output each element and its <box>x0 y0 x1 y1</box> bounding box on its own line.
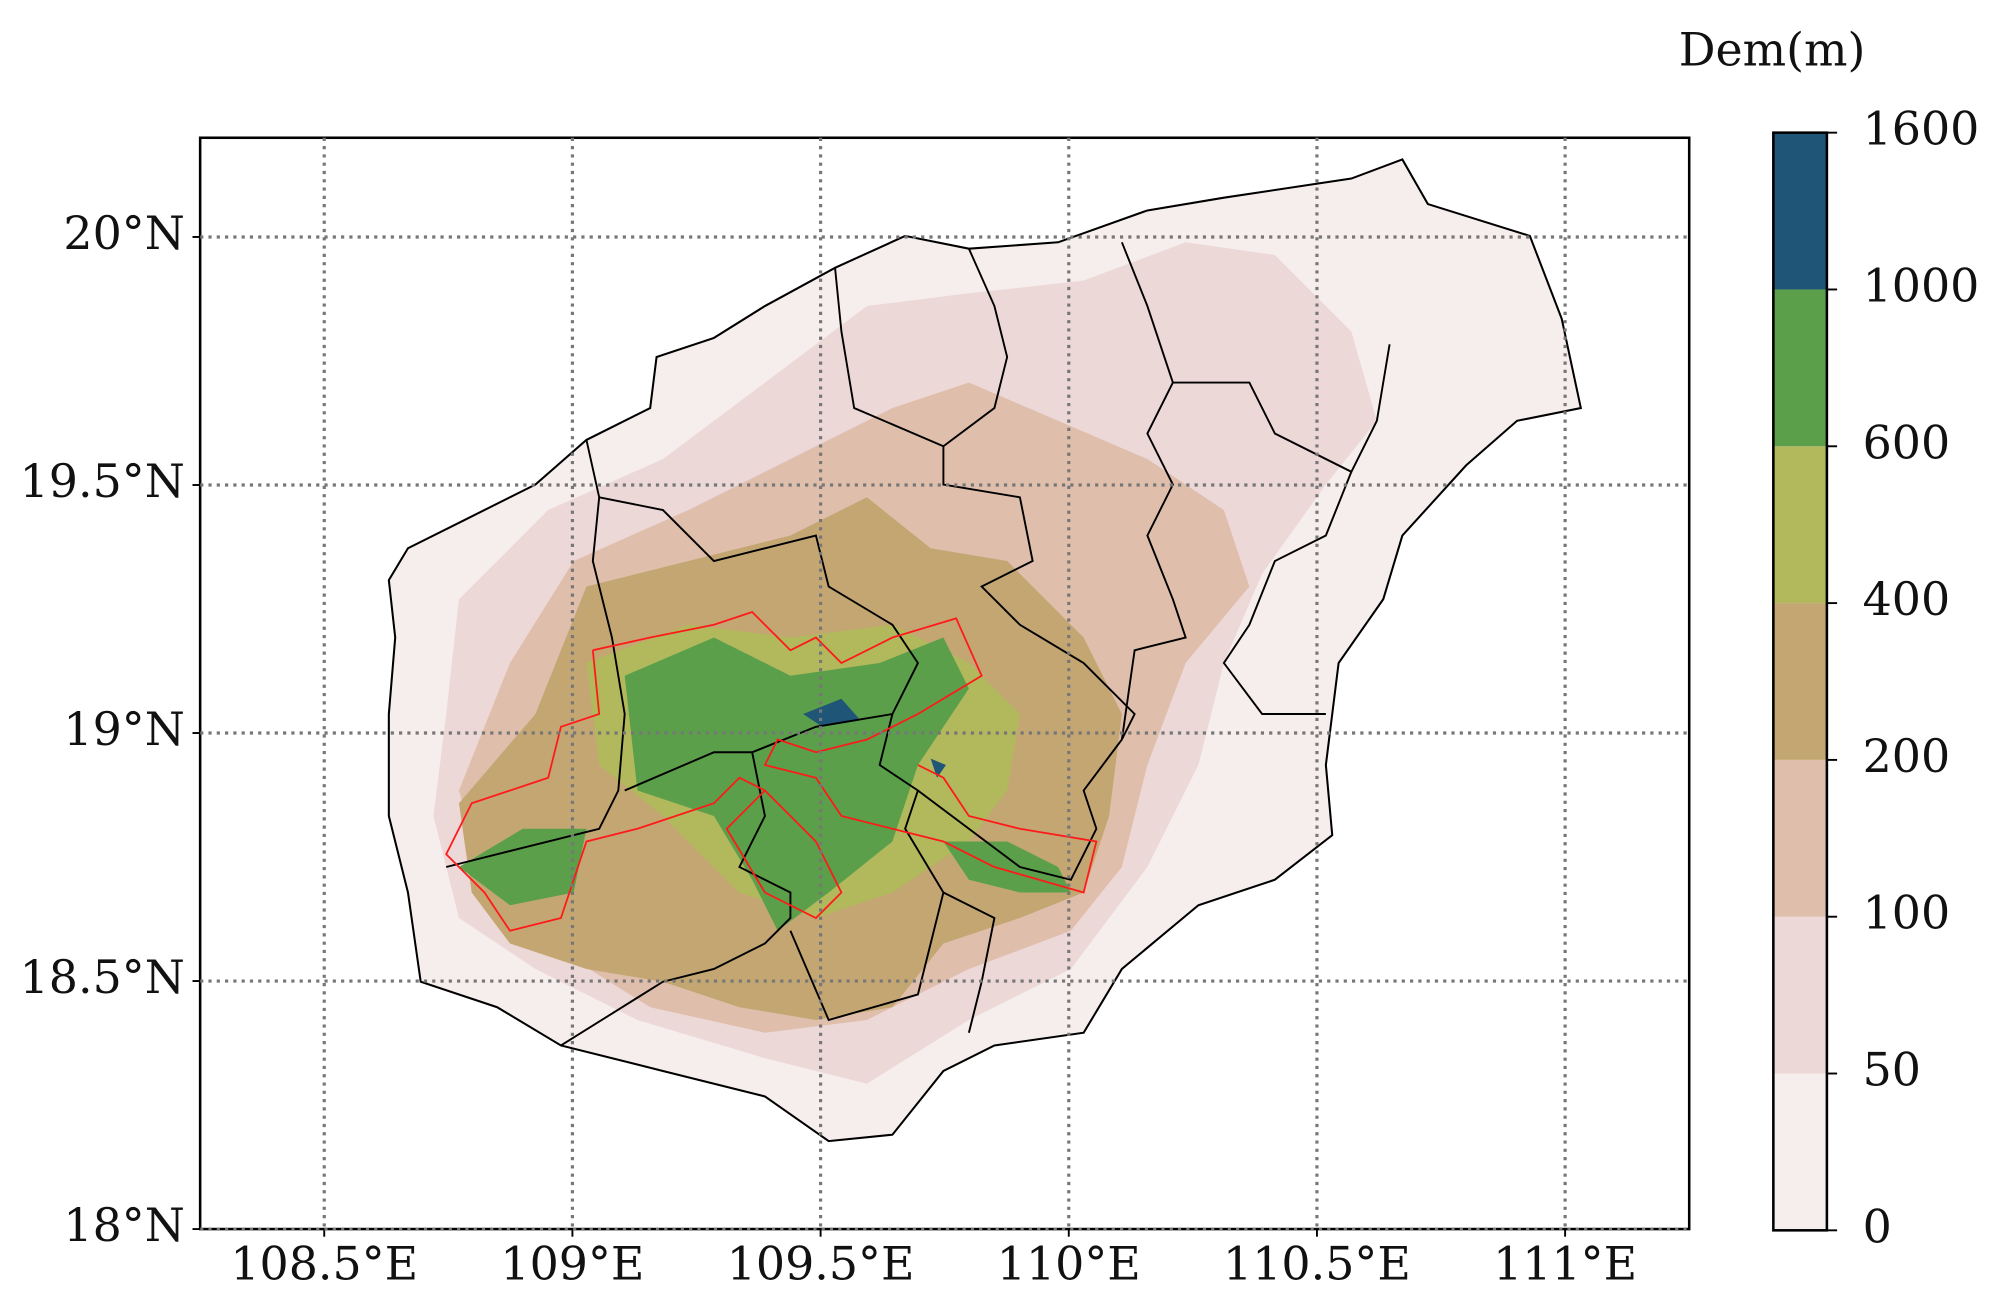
elevation-600 <box>624 637 969 931</box>
x-tick-label: 110.5°E <box>1223 1236 1411 1290</box>
elevation-1000 <box>803 698 861 727</box>
colorbar-segment <box>1773 132 1827 290</box>
colorbar-tick-label: 0 <box>1863 1199 1892 1253</box>
colorbar-segment <box>1773 759 1827 917</box>
border <box>917 738 1123 881</box>
colorbar-segment <box>1773 916 1827 1074</box>
colorbar-segment <box>1773 603 1827 760</box>
colorbar-segment <box>1773 289 1827 447</box>
colorbar-tick-label: 50 <box>1863 1043 1921 1097</box>
colorbar-tick-label: 100 <box>1863 886 1951 940</box>
x-tick-label: 109°E <box>500 1236 644 1290</box>
colorbar-segment <box>1773 446 1827 604</box>
colorbar-frame <box>1772 131 1829 1232</box>
colorbar-title: Dem(m) <box>1679 23 1866 77</box>
border <box>1120 241 1187 740</box>
border <box>942 248 1009 448</box>
border <box>1222 471 1353 715</box>
elevation-600 <box>458 828 587 906</box>
y-tick-label: 19°N <box>63 702 184 756</box>
x-tick-label: 111°E <box>1493 1236 1637 1290</box>
reserve-borders <box>445 610 1098 932</box>
reserve-border <box>445 650 843 932</box>
border <box>834 267 1136 740</box>
colorbar-tick-label: 1000 <box>1863 258 1980 312</box>
border <box>789 713 945 1022</box>
y-tick-label: 18.5°N <box>20 950 185 1004</box>
colorbar-tick-label: 400 <box>1863 572 1951 626</box>
plot-frame <box>198 136 1691 1231</box>
reserve-border <box>592 610 1098 894</box>
elevation-1000 <box>930 758 946 778</box>
border <box>560 752 792 1047</box>
border <box>942 891 996 1033</box>
colorbar-tick-label: 600 <box>1863 415 1951 469</box>
x-tick-label: 109.5°E <box>727 1236 915 1290</box>
colorbar-tick-label: 1600 <box>1863 102 1980 156</box>
border <box>445 439 626 868</box>
y-tick-label: 19.5°N <box>20 454 185 508</box>
map <box>387 158 1583 1143</box>
colorbar-tick-label: 200 <box>1863 729 1951 783</box>
colorbar-segment <box>1773 1073 1827 1231</box>
x-tick-label: 110°E <box>997 1236 1141 1290</box>
y-tick-label: 18°N <box>63 1198 184 1252</box>
border <box>1172 344 1391 474</box>
county-borders <box>445 241 1391 1047</box>
x-tick-label: 108.5°E <box>230 1236 418 1290</box>
y-tick-label: 20°N <box>63 206 184 260</box>
